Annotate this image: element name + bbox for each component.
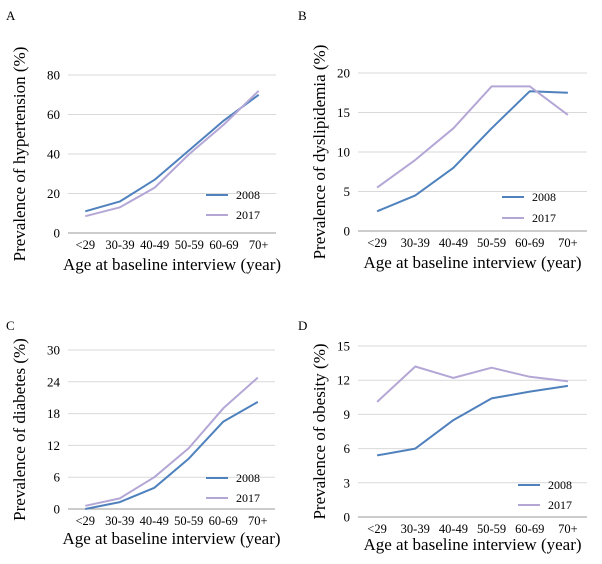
x-tick-label: 30-39	[401, 522, 430, 536]
y-tick-label: 0	[344, 510, 351, 525]
x-tick-label: 50-59	[175, 238, 204, 252]
y-tick-label: 60	[47, 107, 60, 122]
y-tick-label: 18	[47, 406, 60, 421]
y-tick-label: 24	[47, 374, 61, 389]
y-axis-title: Prevalence of dyslipidemia (%)	[310, 45, 329, 260]
x-tick-label: 50-59	[174, 514, 203, 528]
x-tick-label: 50-59	[477, 236, 506, 250]
panel-label: D	[298, 318, 307, 333]
legend-label: 2017	[548, 498, 572, 512]
y-tick-label: 15	[337, 105, 350, 120]
panel-label: C	[6, 318, 15, 333]
legend-label: 2008	[236, 188, 260, 202]
chart-panel-b: B 0 5 10 15 20 <29 30-39 40-49 50-59 60-69 70+ 2008 2…	[298, 8, 587, 272]
chart-panel-a: A 0 20 40 60 80 <29 30-39 40-49 50-59 60-69 70+ 2008…	[6, 8, 281, 274]
legend-label: 2008	[548, 478, 572, 492]
y-tick-label: 0	[54, 226, 61, 241]
y-tick-label: 15	[337, 339, 350, 354]
x-axis-title: Age at baseline interview (year)	[363, 535, 581, 554]
series-line-2008	[376, 384, 569, 457]
x-axis-title: Age at baseline interview (year)	[63, 255, 281, 274]
y-tick-label: 12	[47, 438, 60, 453]
x-tick-label: 40-49	[140, 514, 169, 528]
y-tick-label: 6	[344, 441, 351, 456]
x-tick-label: <29	[367, 236, 387, 250]
x-tick-label: 60-69	[209, 514, 238, 528]
series-line-2008	[85, 401, 259, 510]
y-tick-label: 3	[344, 475, 351, 490]
x-tick-label: 40-49	[439, 236, 468, 250]
series-line-2017	[85, 376, 259, 507]
x-tick-label: <29	[367, 522, 387, 536]
legend-label: 2008	[236, 471, 260, 485]
series-line-2017	[85, 90, 260, 218]
legend-label: 2017	[532, 211, 556, 225]
y-tick-label: 9	[344, 407, 351, 422]
y-tick-label: 0	[54, 502, 61, 517]
y-tick-label: 12	[337, 373, 350, 388]
legend-label: 2017	[236, 491, 260, 505]
x-tick-label: <29	[75, 514, 95, 528]
x-tick-label: 70+	[558, 236, 578, 250]
x-tick-label: 60-69	[515, 522, 544, 536]
x-axis-title: Age at baseline interview (year)	[62, 529, 280, 548]
x-axis-title: Age at baseline interview (year)	[363, 253, 581, 272]
y-tick-label: 10	[337, 145, 350, 160]
x-tick-label: 30-39	[105, 238, 134, 252]
x-tick-label: 70+	[558, 522, 578, 536]
y-axis-title: Prevalence of obesity (%)	[310, 343, 329, 519]
x-tick-label: 40-49	[439, 522, 468, 536]
x-tick-label: 30-39	[105, 514, 134, 528]
x-tick-label: <29	[76, 238, 96, 252]
y-tick-label: 20	[337, 66, 350, 81]
panel-label: A	[6, 8, 16, 23]
panel-label: B	[298, 8, 307, 23]
x-tick-label: 60-69	[515, 236, 544, 250]
series-line-2008	[85, 93, 260, 213]
x-tick-label: 40-49	[140, 238, 169, 252]
series-line-2017	[376, 365, 569, 403]
y-axis-title: Prevalence of diabetes (%)	[10, 338, 29, 521]
y-tick-label: 40	[47, 147, 60, 162]
y-tick-label: 20	[47, 186, 60, 201]
x-tick-label: 70+	[248, 514, 268, 528]
y-tick-label: 80	[47, 68, 60, 83]
y-tick-label: 6	[54, 470, 61, 485]
chart-panel-c: C 0 6 12 18 24 30 <29 30-39 40-49 50-59 60-69 70+ 200…	[6, 318, 281, 548]
legend-label: 2017	[236, 208, 260, 222]
chart-panel-d: D 0 3 6 9 12 15 <29 30-39 40-49 50-59 60-69 70+ 2008 2…	[298, 318, 587, 554]
y-tick-label: 5	[344, 184, 351, 199]
x-tick-label: 50-59	[477, 522, 506, 536]
y-axis-title: Prevalence of hypertension (%)	[10, 47, 29, 262]
x-tick-label: 70+	[249, 238, 269, 252]
x-tick-label: 60-69	[209, 238, 238, 252]
series-line-2017	[376, 85, 569, 189]
y-tick-label: 0	[344, 224, 351, 239]
x-tick-label: 30-39	[401, 236, 430, 250]
legend-label: 2008	[532, 190, 556, 204]
y-tick-label: 30	[47, 343, 60, 358]
